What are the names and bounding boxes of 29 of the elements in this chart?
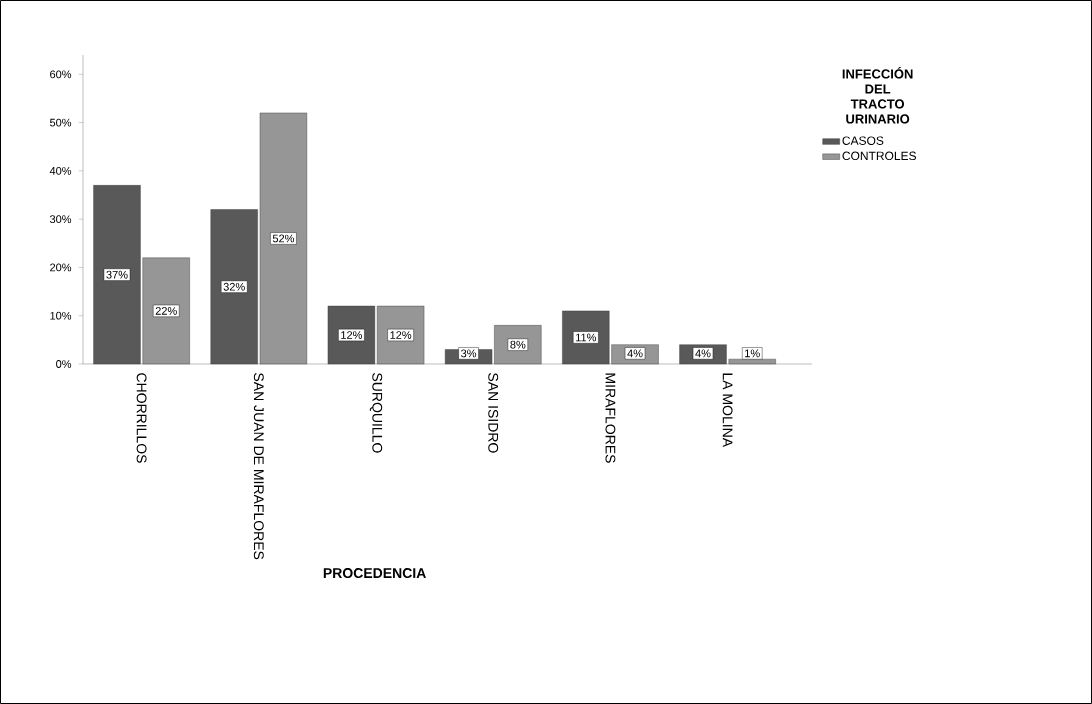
y-tick-label: 30% [49,215,72,224]
data-label: 4% [695,349,711,358]
y-tick-label: 0% [56,360,72,368]
data-label: 11% [576,333,597,342]
data-label: 1% [745,349,760,358]
x-tick-label: CHORRILLOS [136,373,147,463]
y-tick-label: 20% [50,263,72,272]
data-label: 52% [272,234,295,243]
y-tick-label: 40% [49,166,72,175]
data-label: 22% [155,307,177,315]
x-tick-label: SURQUILLO [369,373,383,453]
data-label: 37% [106,270,128,279]
x-tick-label: SAN ISIDRO [488,373,499,453]
x-tick-label: SAN JUAN DE MIRAFLORES [253,373,264,560]
data-label: 12% [390,331,412,339]
x-tick-label: MIRAFLORES [605,373,616,463]
legend-label: CONTROLES [842,151,917,161]
data-label: 12% [341,331,363,339]
data-label: 4% [627,349,643,358]
y-tick-label: 60% [50,70,72,79]
x-axis-title: PROCEDENCIA [323,568,426,579]
y-tick-label: 10% [50,311,72,320]
data-label: 8% [510,340,526,349]
legend-label: CASOS [842,136,884,145]
data-label: 32% [223,282,245,291]
data-label: 3% [461,349,477,358]
y-tick-label: 50% [49,118,72,127]
x-tick-label: LA MOLINA [722,373,733,448]
legend-title: INFECCIÓN DEL TRACTO URINARIO [842,66,913,124]
